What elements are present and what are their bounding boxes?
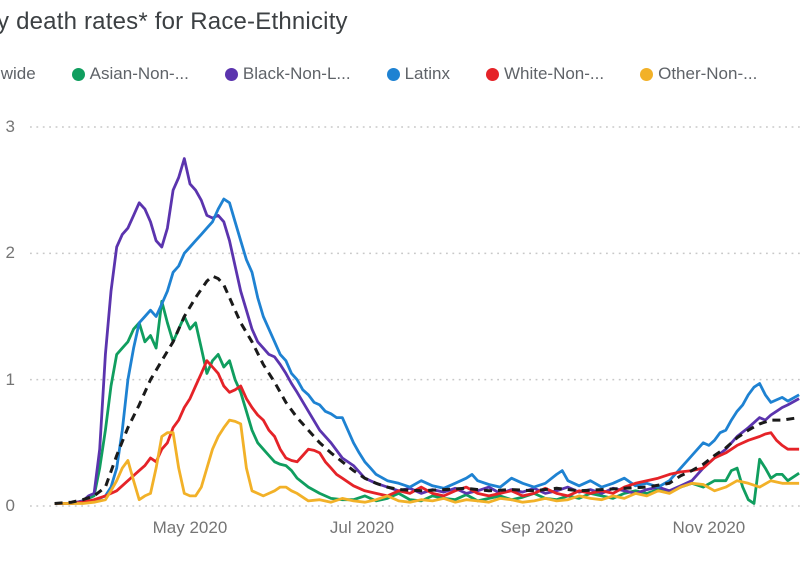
legend-label-asian: Asian-Non-... [89,64,189,83]
legend: Statewide Asian-Non-... Black-Non-L... L… [0,60,757,88]
legend-label-other: Other-Non-... [658,64,758,83]
y-tick-label-0: 0 [5,496,15,515]
legend-item-black: Black-Non-L... [224,64,351,84]
asian-swatch-icon [71,67,85,81]
series-line-statewide [54,274,800,505]
y-tick-label-1: 1 [5,369,15,389]
legend-label-statewide: Statewide [0,64,36,83]
legend-item-latinx: Latinx [386,64,450,84]
y-tick-label-2: 2 [5,243,15,263]
legend-label-white: White-Non-... [503,64,605,83]
legend-item-statewide: Statewide [0,64,36,84]
x-tick-label-sep-2020: Sep 2020 [500,518,574,537]
series-line-black-non-l [54,157,800,505]
legend-label-latinx: Latinx [404,64,450,83]
legend-item-white: White-Non-... [485,64,605,84]
series-line-latinx [54,197,800,505]
series-line-asian-non [54,299,800,505]
black-swatch-icon [224,67,238,81]
legend-item-other: Other-Non-... [640,64,757,84]
white-swatch-icon [485,67,499,81]
legend-item-asian: Asian-Non-... [71,64,189,84]
series-line-white-non [54,359,800,505]
x-tick-label-nov-2020: Nov 2020 [672,518,746,537]
x-tick-label-jul-2020: Jul 2020 [329,518,395,537]
latinx-swatch-icon [386,67,400,81]
other-swatch-icon [640,67,654,81]
series-line-other-non [54,418,800,505]
chart-title: y death rates* for Race-Ethnicity [0,8,348,35]
x-tick-label-may-2020: May 2020 [152,518,228,537]
y-tick-label-3: 3 [5,117,15,136]
legend-label-black: Black-Non-L... [242,64,351,83]
